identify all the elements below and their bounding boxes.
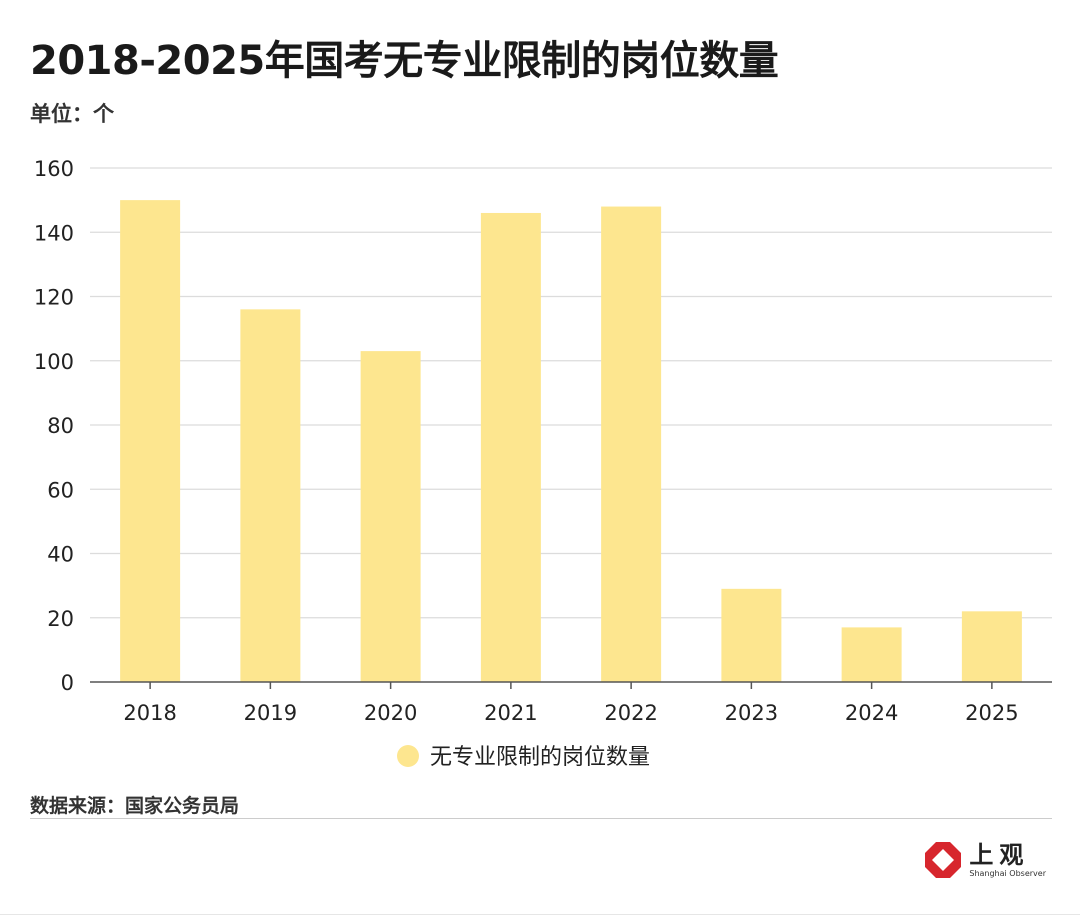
x-tick-label: 2021 xyxy=(484,701,537,725)
y-tick-label: 40 xyxy=(47,543,74,567)
y-tick-label: 120 xyxy=(34,286,74,310)
bar-2018 xyxy=(120,200,181,682)
y-tick-label: 20 xyxy=(47,607,74,631)
y-tick-label: 0 xyxy=(61,671,74,695)
legend-swatch xyxy=(397,745,419,767)
x-tick-label: 2018 xyxy=(123,701,176,725)
y-tick-label: 60 xyxy=(47,478,74,502)
data-source: 数据来源：国家公务员局 xyxy=(30,795,240,817)
y-tick-label: 140 xyxy=(34,221,74,245)
unit-label: 单位：个 xyxy=(30,102,114,126)
y-tick-label: 160 xyxy=(34,157,74,181)
legend-label: 无专业限制的岗位数量 xyxy=(430,745,650,770)
bars xyxy=(120,200,1022,683)
logo-chinese-text: 上观 xyxy=(969,839,1030,869)
x-tick-label: 2023 xyxy=(725,701,778,725)
x-tick-label: 2022 xyxy=(604,701,657,725)
chart-title: 2018-2025年国考无专业限制的岗位数量 xyxy=(30,38,779,84)
logo-mark-icon xyxy=(925,842,962,878)
bottom-divider xyxy=(0,914,1080,915)
x-tick-label: 2019 xyxy=(244,701,297,725)
bar-2021 xyxy=(480,212,541,682)
shanghai-observer-logo: 上观 Shanghai Observer xyxy=(923,840,1046,880)
x-tick-label: 2020 xyxy=(364,701,417,725)
y-axis-ticks: 0 20 40 60 80 100 120 140 160 xyxy=(34,157,74,695)
bar-2024 xyxy=(841,627,902,682)
x-axis-ticks: 2018 2019 2020 2021 2022 2023 2024 2025 xyxy=(123,682,1019,725)
bar-2023 xyxy=(721,588,782,682)
x-tick-label: 2025 xyxy=(965,701,1018,725)
bar-2022 xyxy=(601,206,662,683)
bar-2025 xyxy=(961,611,1022,682)
source-divider xyxy=(30,818,1052,819)
legend: 无专业限制的岗位数量 xyxy=(397,745,650,770)
bar-2019 xyxy=(240,309,301,682)
x-tick-label: 2024 xyxy=(845,701,898,725)
y-tick-label: 100 xyxy=(34,350,74,374)
logo-english-text: Shanghai Observer xyxy=(969,868,1046,878)
y-tick-label: 80 xyxy=(47,414,74,438)
grid-lines xyxy=(90,167,1052,619)
bar-2020 xyxy=(360,351,421,682)
